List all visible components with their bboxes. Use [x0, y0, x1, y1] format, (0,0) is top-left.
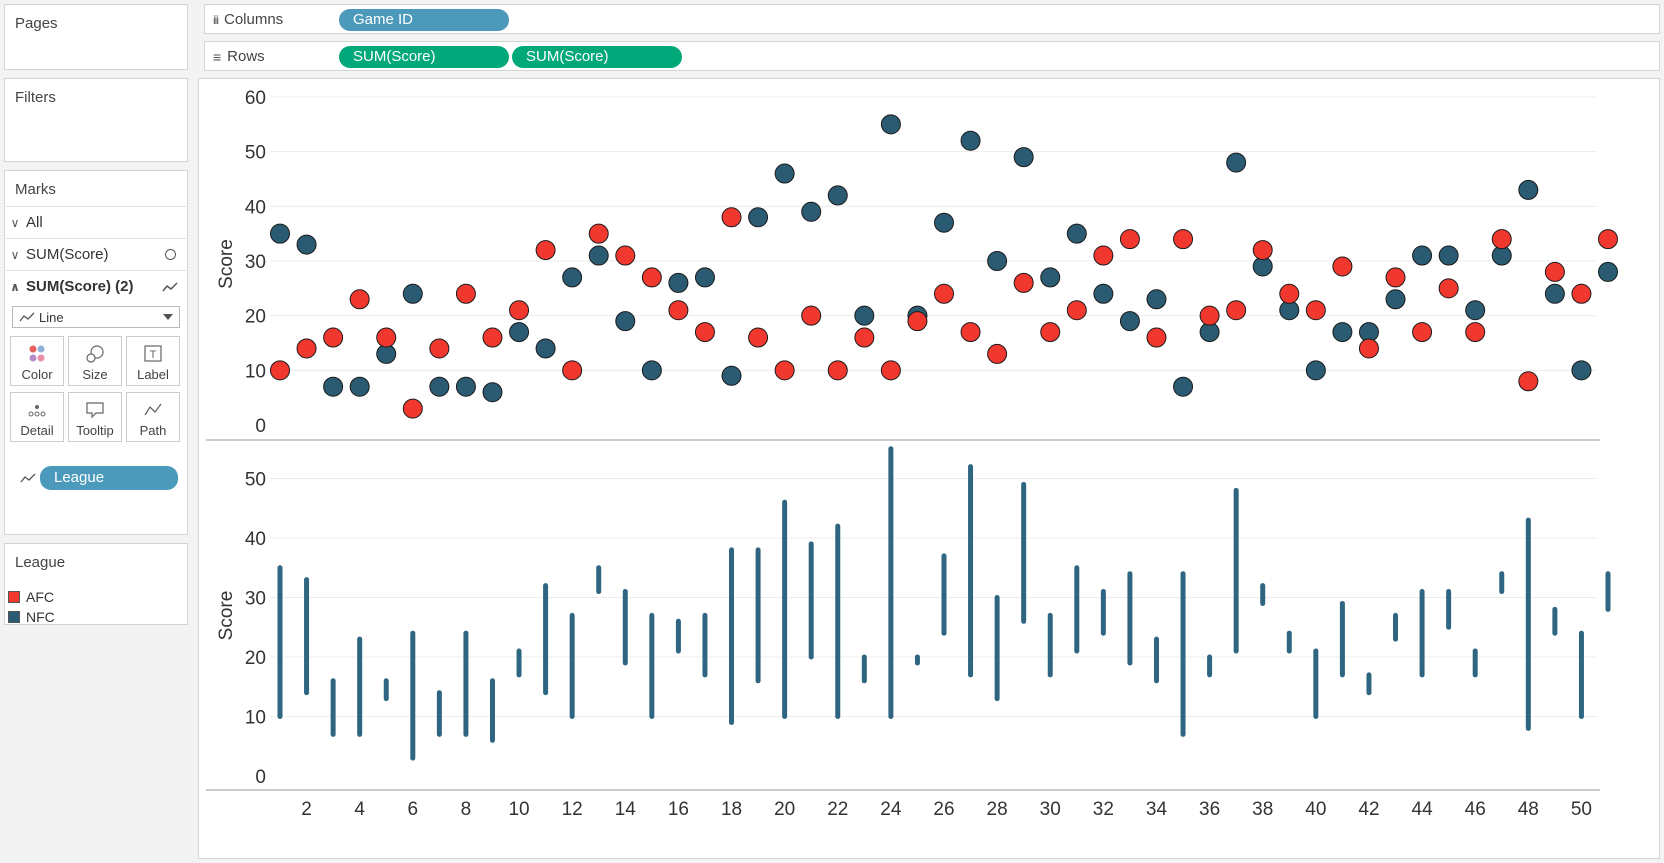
marks-layer1-label: SUM(Score) — [26, 246, 109, 263]
rows-shelf-label: ≡ Rows — [213, 48, 265, 65]
dropdown-arrow-icon — [163, 314, 173, 320]
circle-mark-icon — [165, 249, 176, 260]
path-button-label: Path — [139, 423, 167, 438]
sum-score-pill-2[interactable]: SUM(Score) — [512, 46, 682, 68]
chevron-down-icon: ∨ — [10, 247, 20, 262]
label-button[interactable]: T Label — [126, 336, 180, 386]
marks-layer2-label: SUM(Score) (2) — [26, 278, 134, 295]
filters-shelf[interactable]: Filters — [4, 78, 188, 162]
color-button-label: Color — [21, 367, 53, 382]
legend-item-afc[interactable]: AFC — [8, 589, 54, 605]
legend-nfc-label: NFC — [26, 609, 55, 625]
size-icon — [86, 345, 104, 363]
path-button[interactable]: Path — [126, 392, 180, 442]
size-button[interactable]: Size — [68, 336, 122, 386]
svg-text:T: T — [150, 349, 157, 361]
game-id-pill-label: Game ID — [353, 11, 414, 28]
pages-label: Pages — [15, 15, 58, 32]
tooltip-button-label: Tooltip — [76, 423, 114, 438]
legend-item-nfc[interactable]: NFC — [8, 609, 55, 625]
tooltip-button[interactable]: Tooltip — [68, 392, 122, 442]
columns-label: Columns — [224, 11, 284, 28]
detail-dots-icon — [28, 405, 46, 417]
rows-icon: ≡ — [213, 48, 222, 65]
path-line-icon — [144, 403, 162, 416]
path-line-icon — [20, 473, 36, 483]
tooltip-speech-icon — [86, 402, 104, 419]
sum-score-pill-1-label: SUM(Score) — [353, 48, 436, 65]
marks-layer-2[interactable]: ∧ SUM(Score) (2) — [4, 270, 188, 302]
filters-label: Filters — [15, 89, 56, 106]
color-palette-icon — [29, 345, 45, 362]
detail-button[interactable]: Detail — [10, 392, 64, 442]
rows-label: Rows — [227, 48, 265, 65]
detail-button-label: Detail — [20, 423, 54, 438]
label-button-label: Label — [137, 367, 169, 382]
pages-shelf[interactable]: Pages — [4, 4, 188, 70]
line-mark-icon — [162, 281, 178, 291]
color-button[interactable]: Color — [10, 336, 64, 386]
nfc-swatch — [8, 611, 20, 623]
mark-type-label: Line — [39, 309, 64, 325]
marks-all-label: All — [26, 214, 43, 231]
sum-score-pill-2-label: SUM(Score) — [526, 48, 609, 65]
league-path-pill-label: League — [54, 469, 105, 486]
columns-shelf[interactable]: iii Columns Game ID — [204, 4, 1660, 34]
rows-shelf[interactable]: ≡ Rows SUM(Score) SUM(Score) — [204, 41, 1660, 71]
marks-layer-all[interactable]: ∨ All — [4, 206, 188, 238]
sum-score-pill-1[interactable]: SUM(Score) — [339, 46, 509, 68]
game-id-pill[interactable]: Game ID — [339, 9, 509, 31]
afc-swatch — [8, 591, 20, 603]
marks-layer-1[interactable]: ∨ SUM(Score) — [4, 238, 188, 270]
legend-title: League — [15, 554, 66, 571]
text-label-icon: T — [144, 345, 162, 362]
marks-title: Marks — [15, 181, 56, 198]
columns-icon: iii — [213, 12, 219, 27]
legend-afc-label: AFC — [26, 589, 54, 605]
chevron-up-icon: ∧ — [10, 279, 20, 294]
chevron-down-icon: ∨ — [10, 215, 20, 230]
line-mark-icon — [19, 312, 35, 322]
columns-shelf-label: iii Columns — [213, 11, 283, 28]
mark-type-dropdown[interactable]: Line — [12, 306, 180, 328]
size-button-label: Size — [82, 367, 108, 382]
viz-area — [198, 78, 1660, 859]
league-legend: League — [4, 543, 188, 625]
league-path-pill[interactable]: League — [40, 466, 178, 490]
